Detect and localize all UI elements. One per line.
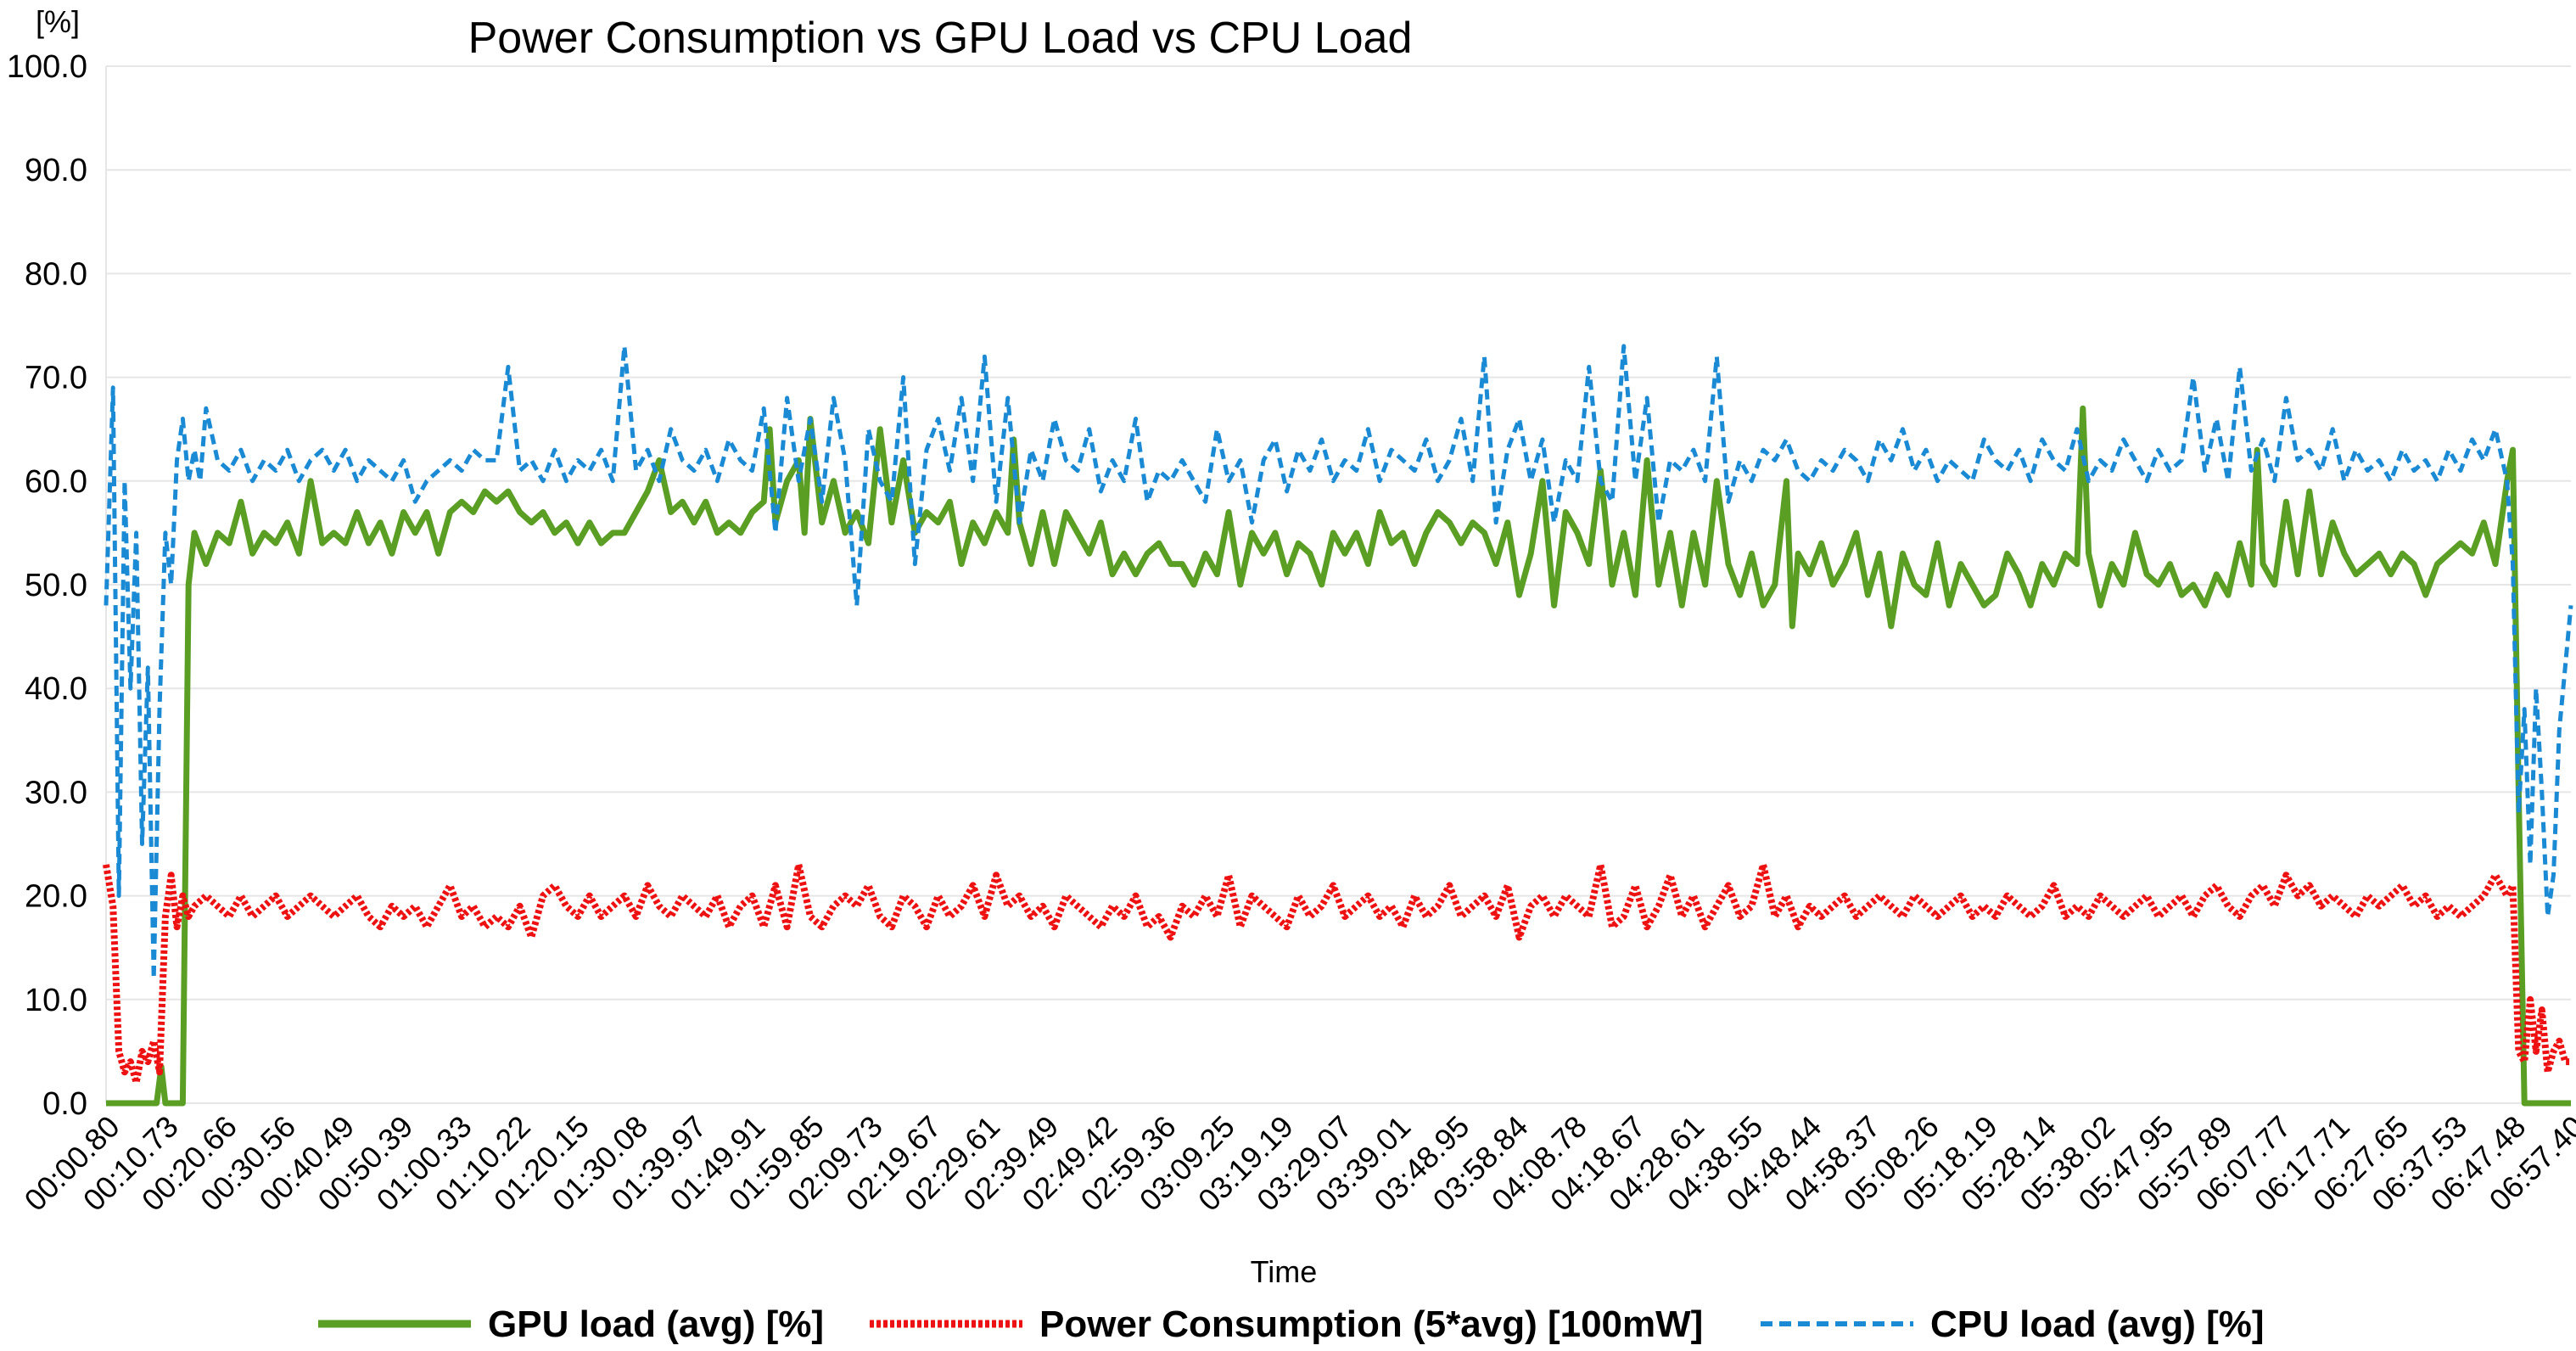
y-tick-label: 90.0 xyxy=(25,153,87,188)
grid-layer xyxy=(105,65,2571,1104)
legend: GPU load (avg) [%] Power Consumption (5*… xyxy=(318,1303,2265,1345)
y-tick-label: 50.0 xyxy=(25,568,87,603)
y-tick-label: 80.0 xyxy=(25,256,87,292)
series-line-cpu-load xyxy=(104,344,2573,981)
y-tick-label: 20.0 xyxy=(25,879,87,915)
series-line-power-consumption xyxy=(103,860,2571,1086)
series-layer xyxy=(103,344,2573,1107)
legend-label-cpu-load: CPU load (avg) [%] xyxy=(1930,1303,2265,1345)
x-axis-label: Time xyxy=(1251,1254,1318,1289)
legend-label-gpu-load: GPU load (avg) [%] xyxy=(488,1303,824,1345)
y-tick-label: 30.0 xyxy=(25,775,87,810)
x-tick-labels: 00:00.8000:10.7300:20.6600:30.5600:40.49… xyxy=(18,1109,2576,1218)
y-tick-label: 10.0 xyxy=(25,983,87,1018)
chart-title: Power Consumption vs GPU Load vs CPU Loa… xyxy=(468,14,1413,63)
series-line-gpu-load xyxy=(106,405,2571,1107)
y-axis-label: [%] xyxy=(36,4,80,39)
y-tick-label: 40.0 xyxy=(25,671,87,707)
y-tick-labels: 0.0 10.0 20.0 30.0 40.0 50.0 60.0 70.0 80.0 90.0 1… xyxy=(7,49,87,1122)
y-tick-label: 70.0 xyxy=(25,361,87,396)
y-tick-label: 100.0 xyxy=(7,49,87,85)
y-tick-label: 60.0 xyxy=(25,464,87,500)
y-tick-label: 0.0 xyxy=(42,1086,87,1122)
legend-label-power-consumption: Power Consumption (5*avg) [100mW] xyxy=(1039,1303,1703,1345)
